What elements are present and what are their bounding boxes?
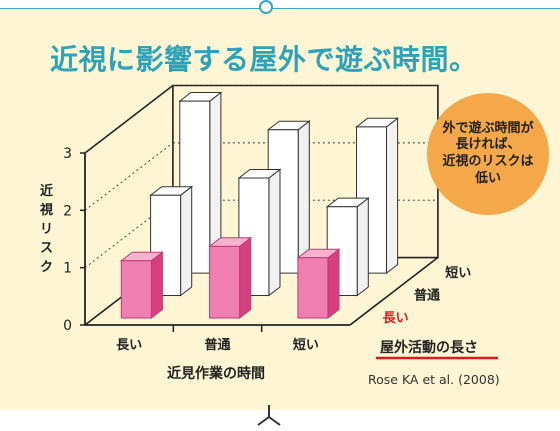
bar xyxy=(208,236,253,320)
series-label: 短い xyxy=(445,265,471,281)
chart-bars xyxy=(119,91,400,320)
bar-side xyxy=(268,168,281,297)
callout-text: 外で遊ぶ時間が 長ければ、 近視のリスクは 低い xyxy=(442,120,534,186)
bar xyxy=(296,248,341,320)
gridline-side xyxy=(84,199,174,269)
x-tick-label: 短い xyxy=(293,337,319,353)
y-tick-label: 1 xyxy=(63,261,72,277)
y-tick-label: 0 xyxy=(63,318,72,334)
series-label: 長い xyxy=(383,311,409,326)
bar-side xyxy=(180,185,193,297)
z-axis-label: 屋外活動の長さ xyxy=(380,339,478,356)
gridline-side xyxy=(84,142,174,211)
bar-side xyxy=(386,117,399,275)
y-tick-label: 2 xyxy=(63,203,72,219)
callout-badge: 外で遊ぶ時間が 長ければ、 近視のリスクは 低い xyxy=(427,93,549,215)
floor-right-edge xyxy=(349,256,439,326)
bar-front xyxy=(120,260,152,319)
bar-side xyxy=(150,251,163,320)
bar-side xyxy=(356,197,369,297)
bar-side xyxy=(239,236,252,320)
bar xyxy=(119,251,164,320)
x-tick-label: 長い xyxy=(116,338,142,353)
hanger-ring-icon xyxy=(259,0,273,14)
page-title: 近視に影響する屋外で遊ぶ時間。 xyxy=(50,43,478,76)
bar-side xyxy=(327,248,340,320)
bar-front xyxy=(297,257,329,319)
x-axis-label: 近見作業の時間 xyxy=(167,365,265,382)
series-label: 普通 xyxy=(414,287,440,303)
gridline-side xyxy=(84,85,174,154)
citation: Rose KA et al. (2008) xyxy=(368,372,500,387)
y-axis-label: 近視リスク xyxy=(39,183,53,275)
y-tick-label: 3 xyxy=(63,146,72,162)
x-tick-label: 普通 xyxy=(204,337,230,353)
bar-front xyxy=(209,245,241,319)
stand-icon xyxy=(254,405,284,427)
